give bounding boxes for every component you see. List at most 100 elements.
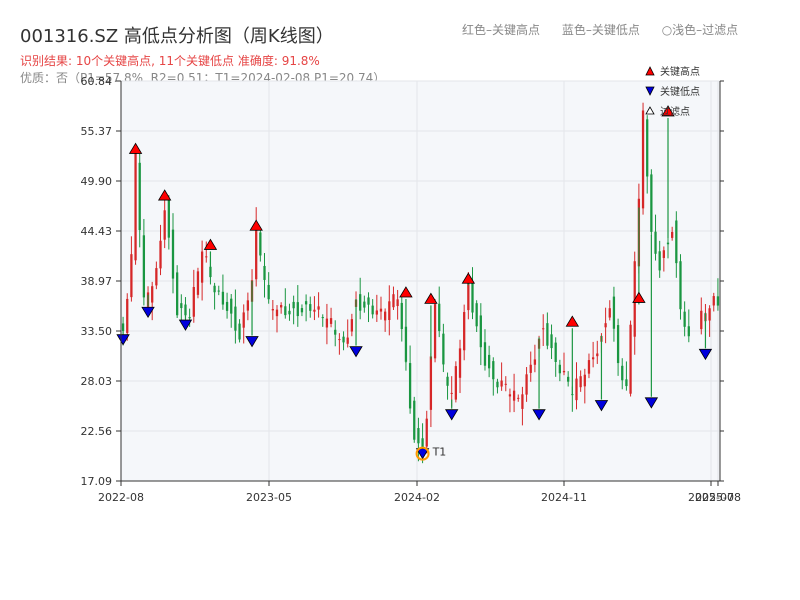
key-low-marker [141,306,155,319]
candle-body [500,380,503,387]
candle-body [259,232,262,256]
candle-body [687,326,690,337]
candle-body [304,301,308,305]
candle-body [471,283,474,313]
candle [259,229,262,262]
t1-circle [415,446,430,461]
candle-body [400,302,403,330]
candles [121,102,720,464]
candle-body [167,198,170,238]
candle-body [417,428,420,444]
x-tick-label: 2022-08 [98,491,144,504]
candle [280,302,283,314]
candle-body [246,300,250,311]
candle-body [134,150,137,261]
candle [583,368,586,404]
candle [475,300,478,333]
x-tick-label: 2023-05 [246,491,292,504]
candle-body [517,397,520,399]
candle-body [121,323,125,331]
candle [192,269,195,323]
legend-high-label: 关键高点 [660,65,700,78]
candle-body [342,336,345,343]
candle-body [325,318,329,328]
candle-body [142,235,146,298]
t1-marker: T1 [415,446,446,461]
candle [517,394,520,402]
candle-body [292,301,295,309]
candle [679,254,682,320]
candle [134,146,137,265]
candle [567,371,570,387]
candle-body [230,298,233,314]
candle-body [475,303,478,327]
candle-body [467,282,470,311]
candle [400,295,403,342]
candle [621,358,624,390]
key-low-marker [116,334,130,346]
candle [429,353,433,428]
y-tick-label: 44.43 [81,225,113,238]
candle [612,286,616,342]
y-tick-label: 60.84 [81,75,113,88]
key-low-marker [444,409,459,421]
candle [533,344,537,373]
candle-body [126,298,129,333]
top-legend-filtered: ○浅色–过滤点 [661,23,739,37]
candle [700,297,703,335]
candle-body [284,306,287,316]
candle-body [671,231,674,238]
key-low-marker [594,400,609,412]
key-high-marker [632,291,646,303]
candle-body [383,311,387,321]
candle-body [479,315,482,348]
candle-body [313,309,316,312]
candle [417,417,420,462]
candle [213,282,216,310]
candle-body [533,359,537,365]
candle-body [271,309,274,311]
candle [687,309,690,343]
candle-body [263,265,266,280]
candle-body [621,365,624,381]
candle-body [338,339,341,341]
candle [554,337,557,377]
candle [317,292,320,318]
candle-body [267,284,270,300]
candle-body [496,381,499,388]
candle-body [679,261,682,310]
y-tick-label: 55.37 [81,125,113,138]
candle-body [346,337,349,344]
candle-body [242,312,245,328]
candle [587,353,591,379]
candle [284,288,287,319]
candle-body [562,370,566,373]
candle-body [641,110,645,209]
candle-body [508,394,512,397]
candle-body [317,306,320,310]
candle-body [521,394,524,409]
candle-body [591,357,595,360]
candle-body [350,319,354,332]
candle [383,308,387,332]
candle-body [180,303,183,309]
candle [200,240,204,301]
candle [650,169,653,236]
candle-body [666,242,670,245]
candle-body [425,418,428,447]
candle-body [604,323,607,328]
candle [126,293,129,341]
candle-body [408,363,412,409]
candle-body [379,308,383,312]
candle-body [463,312,466,351]
candle-body [579,376,582,388]
candle [408,345,412,414]
candle [346,319,349,348]
candle-body [450,392,453,394]
key-low-marker [532,409,546,421]
candle [221,274,225,310]
candle [242,304,245,344]
candle [413,396,416,443]
candle-body [650,174,653,232]
candle [167,195,170,250]
